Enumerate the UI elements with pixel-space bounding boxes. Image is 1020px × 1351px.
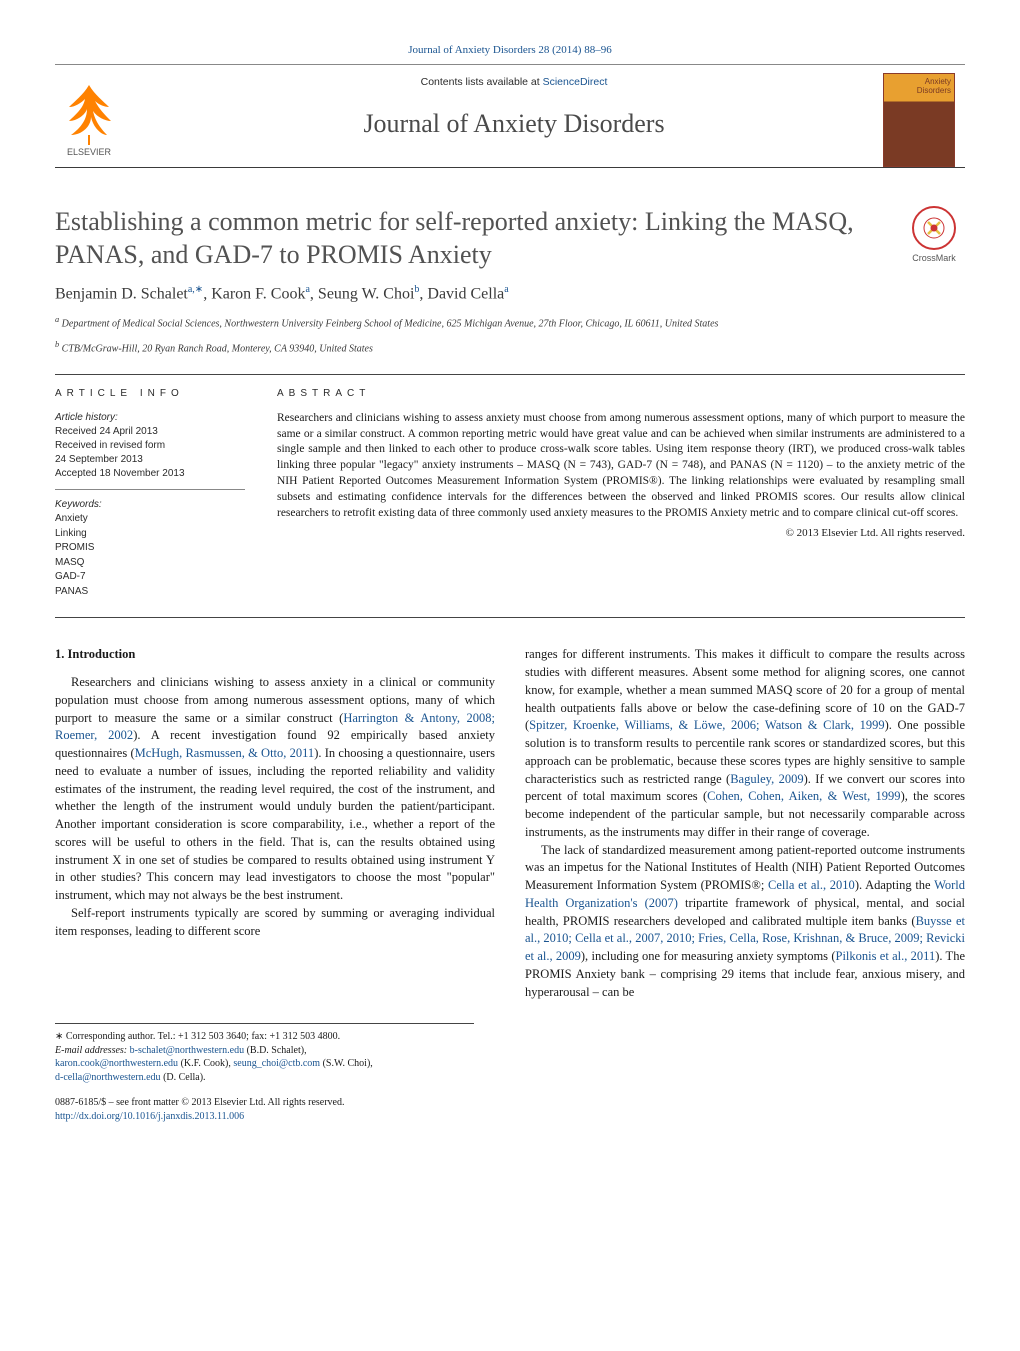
email-link[interactable]: seung_choi@ctb.com [233, 1058, 320, 1069]
citation-link[interactable]: Cohen, Cohen, Aiken, & West, 1999 [707, 789, 900, 803]
body-right-column: ranges for different instruments. This m… [525, 646, 965, 1001]
doi-link[interactable]: http://dx.doi.org/10.1016/j.janxdis.2013… [55, 1111, 244, 1122]
abstract-column: ABSTRACT Researchers and clinicians wish… [277, 387, 965, 600]
article-history-block: Article history: Received 24 April 2013 … [55, 411, 245, 490]
section-heading: 1. Introduction [55, 646, 495, 664]
header-citation-link[interactable]: Journal of Anxiety Disorders 28 (2014) 8… [408, 44, 611, 56]
body-left-column: 1. Introduction Researchers and clinicia… [55, 646, 495, 1001]
elsevier-logo-icon: ELSEVIER [55, 79, 123, 157]
email-addresses: E-mail addresses: b-schalet@northwestern… [55, 1044, 474, 1085]
abstract-heading: ABSTRACT [277, 387, 965, 401]
corresponding-author-note: ∗ Corresponding author. Tel.: +1 312 503… [55, 1030, 474, 1044]
affiliation-b: b CTB/McGraw-Hill, 20 Ryan Ranch Road, M… [55, 339, 965, 356]
body-two-column: 1. Introduction Researchers and clinicia… [55, 646, 965, 1001]
citation-link[interactable]: Baguley, 2009 [730, 772, 803, 786]
sciencedirect-link[interactable]: ScienceDirect [543, 76, 608, 88]
citation-link[interactable]: Cella et al., 2010 [768, 878, 855, 892]
publisher-logo-block: ELSEVIER [55, 73, 145, 162]
header-citation: Journal of Anxiety Disorders 28 (2014) 8… [55, 40, 965, 58]
divider [55, 617, 965, 618]
issn-line: 0887-6185/$ – see front matter © 2013 El… [55, 1096, 965, 1110]
journal-name: Journal of Anxiety Disorders [145, 106, 883, 142]
article-info-heading: ARTICLE INFO [55, 387, 245, 401]
affiliation-a: a Department of Medical Social Sciences,… [55, 314, 965, 331]
crossmark-icon [912, 206, 956, 250]
keywords-block: Keywords: Anxiety Linking PROMIS MASQ GA… [55, 498, 245, 600]
email-link[interactable]: b-schalet@northwestern.edu [130, 1045, 244, 1056]
email-link[interactable]: karon.cook@northwestern.edu [55, 1058, 178, 1069]
citation-link[interactable]: Spitzer, Kroenke, Williams, & Löwe, 2006… [529, 718, 884, 732]
abstract-copyright: © 2013 Elsevier Ltd. All rights reserved… [277, 526, 965, 541]
bottom-metadata: 0887-6185/$ – see front matter © 2013 El… [55, 1096, 965, 1123]
article-info-column: ARTICLE INFO Article history: Received 2… [55, 387, 245, 600]
masthead: ELSEVIER Contents lists available at Sci… [55, 64, 965, 168]
divider [55, 374, 965, 375]
abstract-text: Researchers and clinicians wishing to as… [277, 411, 965, 522]
citation-link[interactable]: Pilkonis et al., 2011 [836, 949, 936, 963]
contents-available: Contents lists available at ScienceDirec… [145, 75, 883, 90]
crossmark-label: CrossMark [903, 252, 965, 265]
citation-link[interactable]: McHugh, Rasmussen, & Otto, 2011 [135, 746, 315, 760]
journal-cover-thumbnail: Anxiety Disorders [883, 73, 955, 167]
crossmark-badge[interactable]: CrossMark [903, 206, 965, 265]
email-link[interactable]: d-cella@northwestern.edu [55, 1072, 161, 1083]
svg-text:ELSEVIER: ELSEVIER [67, 147, 112, 157]
article-title: Establishing a common metric for self-re… [55, 206, 903, 271]
authors-line: Benjamin D. Schaleta,∗, Karon F. Cooka, … [55, 283, 965, 306]
footnotes: ∗ Corresponding author. Tel.: +1 312 503… [55, 1023, 474, 1084]
